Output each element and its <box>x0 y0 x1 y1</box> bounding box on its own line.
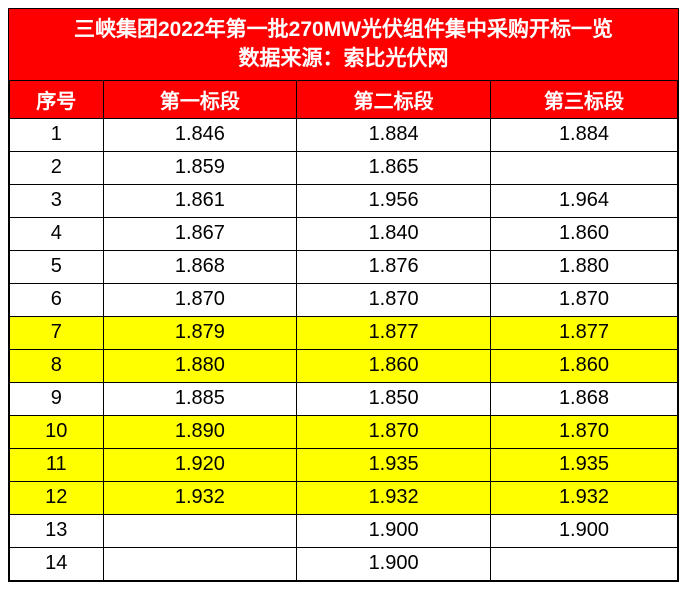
table-row: 13 1.9001.900 <box>10 514 678 547</box>
cell-index: 9 <box>10 382 104 415</box>
cell-lot2: 1.850 <box>297 382 491 415</box>
table-row: 101.8901.8701.870 <box>10 415 678 448</box>
cell-lot2: 1.877 <box>297 316 491 349</box>
cell-index: 12 <box>10 481 104 514</box>
cell-lot2: 1.935 <box>297 448 491 481</box>
title-block: 三峡集团2022年第一批270MW光伏组件集中采购开标一览 数据来源：索比光伏网 <box>9 9 678 80</box>
cell-index: 2 <box>10 151 104 184</box>
cell-lot1: 1.932 <box>103 481 297 514</box>
cell-lot3: 1.877 <box>490 316 677 349</box>
cell-lot2: 1.884 <box>297 118 491 151</box>
cell-index: 1 <box>10 118 104 151</box>
cell-lot3: 1.935 <box>490 448 677 481</box>
col-header-lot1: 第一标段 <box>103 80 297 118</box>
cell-lot1: 1.859 <box>103 151 297 184</box>
cell-lot3: 1.860 <box>490 349 677 382</box>
cell-lot3: 1.860 <box>490 217 677 250</box>
table-row: 111.9201.9351.935 <box>10 448 678 481</box>
cell-index: 8 <box>10 349 104 382</box>
cell-lot1: 1.870 <box>103 283 297 316</box>
cell-lot1: 1.867 <box>103 217 297 250</box>
table-row: 21.8591.865 <box>10 151 678 184</box>
cell-lot2: 1.900 <box>297 547 491 580</box>
table-row: 81.8801.8601.860 <box>10 349 678 382</box>
col-header-lot3: 第三标段 <box>490 80 677 118</box>
cell-lot2: 1.860 <box>297 349 491 382</box>
col-header-lot2: 第二标段 <box>297 80 491 118</box>
cell-lot1 <box>103 547 297 580</box>
cell-lot2: 1.932 <box>297 481 491 514</box>
cell-index: 10 <box>10 415 104 448</box>
cell-lot3: 1.868 <box>490 382 677 415</box>
bid-table: 序号 第一标段 第二标段 第三标段 11.8461.8841.88421.859… <box>9 80 678 581</box>
cell-index: 7 <box>10 316 104 349</box>
cell-lot1: 1.890 <box>103 415 297 448</box>
table-row: 71.8791.8771.877 <box>10 316 678 349</box>
table-row: 61.8701.8701.870 <box>10 283 678 316</box>
cell-lot1 <box>103 514 297 547</box>
cell-lot1: 1.879 <box>103 316 297 349</box>
cell-lot2: 1.865 <box>297 151 491 184</box>
cell-index: 5 <box>10 250 104 283</box>
cell-lot3: 1.880 <box>490 250 677 283</box>
cell-lot3: 1.870 <box>490 283 677 316</box>
cell-lot1: 1.868 <box>103 250 297 283</box>
cell-lot1: 1.885 <box>103 382 297 415</box>
header-row: 序号 第一标段 第二标段 第三标段 <box>10 80 678 118</box>
cell-index: 6 <box>10 283 104 316</box>
table-row: 121.9321.9321.932 <box>10 481 678 514</box>
table-row: 31.8611.9561.964 <box>10 184 678 217</box>
table-row: 11.8461.8841.884 <box>10 118 678 151</box>
cell-lot3: 1.964 <box>490 184 677 217</box>
cell-lot3: 1.932 <box>490 481 677 514</box>
cell-lot2: 1.900 <box>297 514 491 547</box>
title-line-2: 数据来源：索比光伏网 <box>13 44 674 73</box>
table-row: 14 1.900 <box>10 547 678 580</box>
col-header-index: 序号 <box>10 80 104 118</box>
table-row: 41.8671.8401.860 <box>10 217 678 250</box>
cell-lot2: 1.870 <box>297 283 491 316</box>
cell-lot3: 1.870 <box>490 415 677 448</box>
title-line-1: 三峡集团2022年第一批270MW光伏组件集中采购开标一览 <box>13 15 674 44</box>
table-row: 51.8681.8761.880 <box>10 250 678 283</box>
cell-lot2: 1.956 <box>297 184 491 217</box>
cell-lot3 <box>490 547 677 580</box>
bid-table-container: 三峡集团2022年第一批270MW光伏组件集中采购开标一览 数据来源：索比光伏网… <box>8 8 679 582</box>
cell-index: 3 <box>10 184 104 217</box>
cell-index: 11 <box>10 448 104 481</box>
cell-lot3: 1.884 <box>490 118 677 151</box>
cell-lot1: 1.920 <box>103 448 297 481</box>
cell-lot2: 1.876 <box>297 250 491 283</box>
cell-lot2: 1.840 <box>297 217 491 250</box>
cell-lot1: 1.846 <box>103 118 297 151</box>
cell-lot1: 1.880 <box>103 349 297 382</box>
cell-index: 13 <box>10 514 104 547</box>
cell-lot1: 1.861 <box>103 184 297 217</box>
cell-index: 4 <box>10 217 104 250</box>
table-body: 11.8461.8841.88421.8591.86531.8611.9561.… <box>10 118 678 580</box>
cell-lot2: 1.870 <box>297 415 491 448</box>
cell-lot3 <box>490 151 677 184</box>
table-row: 91.8851.8501.868 <box>10 382 678 415</box>
cell-lot3: 1.900 <box>490 514 677 547</box>
cell-index: 14 <box>10 547 104 580</box>
